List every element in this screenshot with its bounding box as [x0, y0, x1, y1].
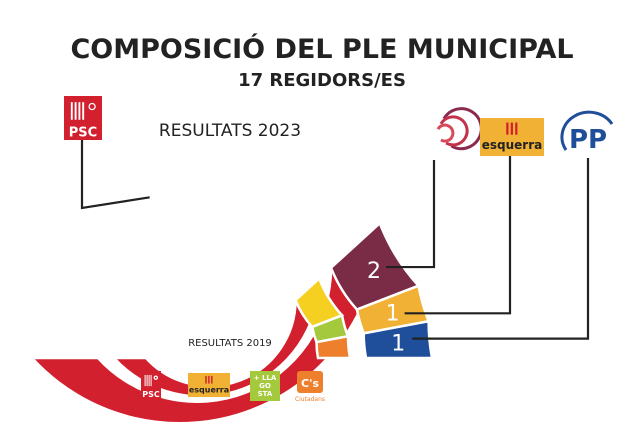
results-2023-value-label: 1 [391, 332, 405, 357]
comuns-logo-icon [436, 107, 483, 151]
leader-lines [80, 140, 590, 340]
results-2023-value-label: 13 [158, 191, 186, 216]
svg-text:STA: STA [258, 390, 273, 398]
pp-leader-line [412, 158, 590, 340]
esquerra-logo-icon: esquerra [188, 373, 230, 397]
results-2023-logos: PSC esquerra PP [64, 96, 614, 156]
cs-logo-icon: C's Ciutadans [295, 371, 325, 403]
psc-logo-icon: PSC [64, 96, 102, 140]
svg-text:esquerra: esquerra [482, 138, 543, 152]
chart-title: COMPOSICIÓ DEL PLE MUNICIPAL [70, 33, 573, 65]
results-2019-segment-cs [315, 334, 352, 360]
results-2023-arc [29, 220, 434, 425]
results-2023-title: RESULTATS 2023 [159, 121, 301, 141]
esquerra-logo-icon: esquerra [480, 118, 544, 156]
esquerra-leader-line [404, 155, 512, 315]
results-2019-arc [111, 275, 352, 398]
results-2023-value-label: 1 [386, 301, 400, 326]
pp-logo-icon: PP [560, 110, 614, 155]
svg-text:C's: C's [301, 377, 319, 390]
results-2019-title: RESULTATS 2019 [188, 338, 272, 349]
results-2023-value-label: 2 [367, 259, 381, 284]
svg-text:esquerra: esquerra [189, 386, 229, 395]
psc-leader-line [80, 140, 150, 210]
svg-text:Ciutadans: Ciutadans [295, 396, 325, 403]
svg-text:+ LLA: + LLA [254, 374, 277, 382]
svg-text:GO: GO [259, 382, 271, 390]
comuns-leader-line [385, 160, 436, 269]
chart-subtitle: 17 REGIDORS/ES [238, 70, 406, 91]
results-2023-segment-pp [362, 319, 434, 360]
svg-text:PP: PP [569, 125, 607, 155]
svg-text:PSC: PSC [69, 125, 97, 140]
psc-logo-icon: PSC [141, 371, 161, 399]
svg-text:PSC: PSC [142, 390, 160, 399]
